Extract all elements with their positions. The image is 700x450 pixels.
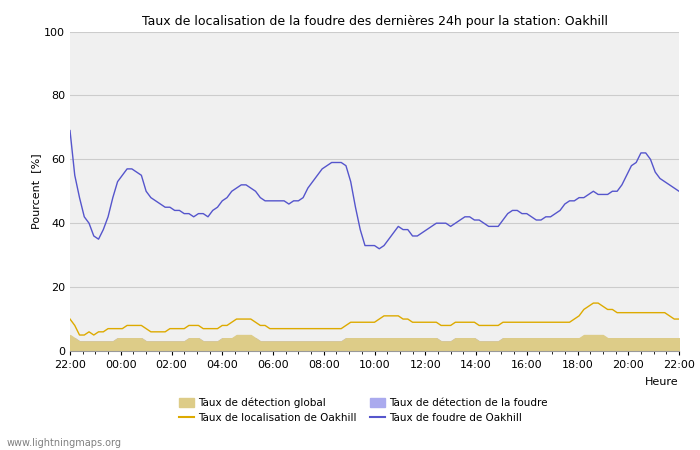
Title: Taux de localisation de la foudre des dernières 24h pour la station: Oakhill: Taux de localisation de la foudre des de… — [141, 14, 608, 27]
Y-axis label: Pourcent  [%]: Pourcent [%] — [32, 153, 41, 229]
Legend: Taux de détection global, Taux de localisation de Oakhill, Taux de détection de : Taux de détection global, Taux de locali… — [178, 398, 548, 423]
Text: www.lightningmaps.org: www.lightningmaps.org — [7, 438, 122, 448]
Text: Heure: Heure — [645, 377, 679, 387]
